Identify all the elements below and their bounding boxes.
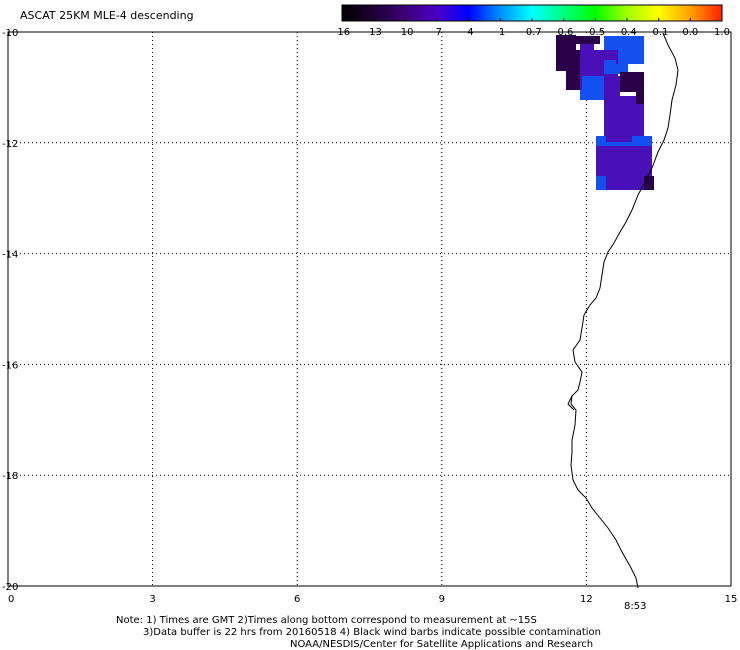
wind-cell	[580, 90, 606, 100]
wind-cell	[604, 60, 616, 74]
y-tick-label: -12	[2, 139, 18, 150]
y-tick-label: -14	[2, 250, 18, 261]
wind-cell	[606, 126, 632, 142]
coastline-inlet	[567, 395, 575, 411]
y-tick-label: -10	[2, 28, 18, 39]
pass-time-label: 8:53	[624, 601, 646, 612]
x-tick-label: 6	[294, 594, 300, 605]
wind-cell	[606, 180, 646, 190]
wind-data-cells	[556, 35, 654, 190]
y-tick-label: -20	[2, 582, 18, 593]
x-axis-ticks: 0 3 6 9 12 15	[8, 594, 737, 605]
x-tick-label: 0	[8, 594, 14, 605]
note-line-3: NOAA/NESDIS/Center for Satellite Applica…	[290, 639, 594, 650]
wind-cell	[576, 36, 600, 44]
y-axis-ticks: -10 -12 -14 -16 -18 -20	[2, 28, 18, 593]
plot-frame	[7, 31, 732, 587]
wind-cell	[566, 50, 580, 90]
note-line-2: 3)Data buffer is 22 hrs from 20160518 4)…	[143, 627, 601, 638]
grid-lines	[8, 32, 731, 586]
wind-cell	[582, 76, 604, 90]
x-tick-label: 3	[149, 594, 155, 605]
colorbar: -16 -13 -10 -7 -4 -1 -0.7 -0.6 -0.5 -0.4 -0.1 0.0 1.…	[334, 4, 730, 38]
x-tick-label: 9	[439, 594, 445, 605]
wind-cell	[596, 176, 606, 190]
y-tick-label: -16	[2, 360, 18, 371]
x-tick-label: 12	[580, 594, 593, 605]
wind-cell	[604, 76, 620, 100]
x-tick-label: 15	[725, 594, 738, 605]
wind-cell	[644, 176, 654, 190]
coastline	[570, 32, 679, 589]
map-title: ASCAT 25KM MLE-4 descending	[20, 9, 194, 22]
wind-cell	[636, 84, 644, 104]
y-tick-label: -18	[2, 471, 18, 482]
note-line-1: Note: 1) Times are GMT 2)Times along bot…	[116, 615, 537, 626]
wind-cell	[616, 64, 628, 74]
